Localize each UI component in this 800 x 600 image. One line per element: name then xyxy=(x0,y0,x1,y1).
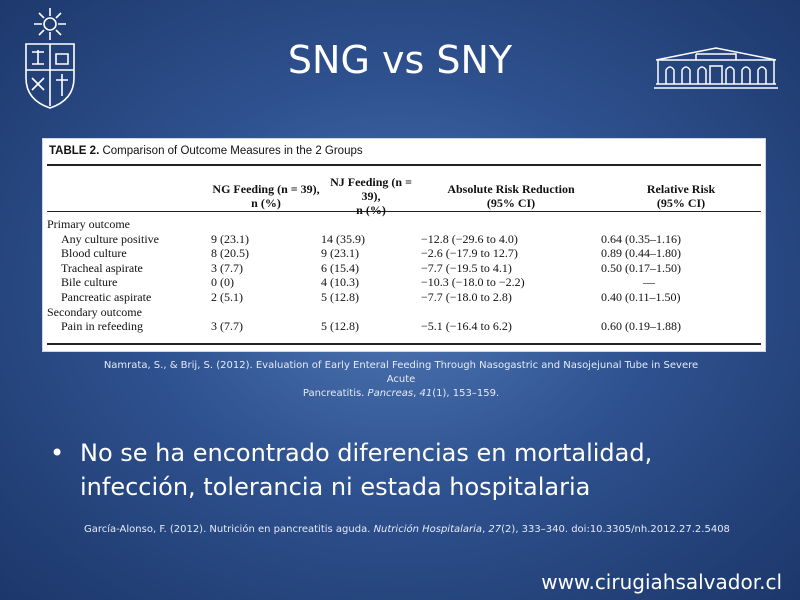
cell-rr: 0.60 (0.19–1.88) xyxy=(601,319,681,334)
header-nj-line2: n (%) xyxy=(356,203,386,217)
citation2-post: (2), 333–340. doi:10.3305/nh.2012.27.2.5… xyxy=(501,524,730,535)
table-row: Tracheal aspirate 3 (7.7) 6 (15.4) −7.7 … xyxy=(47,261,761,276)
header-relative-risk: Relative Risk (95% CI) xyxy=(601,175,761,217)
university-crest-icon xyxy=(25,8,75,109)
cell-nj xyxy=(321,305,421,320)
row-label: Secondary outcome xyxy=(47,304,142,319)
cell-rr xyxy=(601,305,761,320)
cell-arr: −5.1 (−16.4 to 6.2) xyxy=(421,319,512,334)
citation-line2-pre: Pancreatitis. xyxy=(302,388,368,399)
cell-arr: −10.3 (−18.0 to −2.2) xyxy=(421,275,525,290)
cell-ng: 0 (0) xyxy=(211,275,234,290)
header-ng-feeding: NG Feeding (n = 39), n (%) xyxy=(211,175,321,217)
header-ng-line1: NG Feeding (n = 39), xyxy=(212,182,320,196)
header-arr-line1: Absolute Risk Reduction xyxy=(447,182,575,196)
citation-line2-post: (1), 153–159. xyxy=(432,388,500,399)
header-arr-line2: (95% CI) xyxy=(486,196,536,210)
outcome-table-image: TABLE 2. Comparison of Outcome Measures … xyxy=(42,138,766,352)
row-label: Bile culture xyxy=(61,275,118,290)
footer-url: www.cirugiahsalvador.cl xyxy=(541,570,782,594)
citation-garcia: García-Alonso, F. (2012). Nutrición en p… xyxy=(84,524,774,535)
citation-line1: Namrata, S., & Brij, S. (2012). Evaluati… xyxy=(103,360,699,385)
header-rr-line1: Relative Risk xyxy=(646,182,716,196)
cell-ng: 9 (23.1) xyxy=(211,231,249,246)
row-label: Pain in refeeding xyxy=(61,319,143,334)
cell-rr: 0.64 (0.35–1.16) xyxy=(601,231,681,246)
table-header-rule xyxy=(47,211,761,212)
cell-rr xyxy=(601,217,761,232)
citation-journal: Pancreas xyxy=(367,388,414,399)
citation-namrata: Namrata, S., & Brij, S. (2012). Evaluati… xyxy=(90,359,712,401)
table-caption-text: Comparison of Outcome Measures in the 2 … xyxy=(102,145,363,157)
header-outcome xyxy=(47,175,211,217)
cell-nj: 14 (35.9) xyxy=(321,231,365,246)
cell-ng: 3 (7.7) xyxy=(211,260,243,275)
citation2-sep: , xyxy=(482,524,489,535)
row-label: Pancreatic aspirate xyxy=(61,289,152,304)
header-nj-line1: NJ Feeding (n = 39), xyxy=(330,175,412,203)
table-top-rule xyxy=(47,164,761,166)
citation2-journal: Nutrición Hospitalaria xyxy=(373,524,483,535)
cell-nj: 4 (10.3) xyxy=(321,275,359,290)
table-row: Secondary outcome xyxy=(47,305,761,320)
citation2-volume: 27 xyxy=(488,524,502,535)
cell-nj: 9 (23.1) xyxy=(321,246,359,261)
cell-nj: 5 (12.8) xyxy=(321,319,359,334)
cell-ng xyxy=(211,217,321,232)
cell-arr: −12.8 (−29.6 to 4.0) xyxy=(421,231,518,246)
citation-sep: , xyxy=(413,388,420,399)
cell-arr: −2.6 (−17.9 to 12.7) xyxy=(421,246,518,261)
cell-ng: 3 (7.7) xyxy=(211,319,243,334)
slide-title: SNG vs SNY xyxy=(287,38,513,82)
header-nj-feeding: NJ Feeding (n = 39), n (%) xyxy=(321,175,421,217)
table-row: Blood culture 8 (20.5) 9 (23.1) −2.6 (−1… xyxy=(47,246,761,261)
cell-nj xyxy=(321,217,421,232)
cell-arr xyxy=(421,305,601,320)
cell-nj: 6 (15.4) xyxy=(321,260,359,275)
header-ng-line2: n (%) xyxy=(251,196,281,210)
citation2-pre: García-Alonso, F. (2012). Nutrición en p… xyxy=(84,524,374,535)
hospital-building-icon xyxy=(654,47,778,89)
cell-rr: — xyxy=(643,275,655,290)
table-row: Any culture positive 9 (23.1) 14 (35.9) … xyxy=(47,232,761,247)
bullet-marker: • xyxy=(50,439,65,467)
row-label: Primary outcome xyxy=(47,217,130,231)
outcome-table: NG Feeding (n = 39), n (%) NJ Feeding (n… xyxy=(47,175,761,334)
row-label: Tracheal aspirate xyxy=(61,260,143,275)
cell-rr: 0.40 (0.11–1.50) xyxy=(601,289,681,304)
row-label: Blood culture xyxy=(61,246,127,261)
cell-rr: 0.50 (0.17–1.50) xyxy=(601,260,681,275)
table-row: Pain in refeeding 3 (7.7) 5 (12.8) −5.1 … xyxy=(47,319,761,334)
cell-ng xyxy=(211,305,321,320)
bullet-text: No se ha encontrado diferencias en morta… xyxy=(80,439,653,501)
table-caption-label: TABLE 2. xyxy=(49,145,100,157)
row-label: Any culture positive xyxy=(61,231,159,246)
header-absolute-risk: Absolute Risk Reduction (95% CI) xyxy=(421,175,601,217)
cell-arr: −7.7 (−18.0 to 2.8) xyxy=(421,289,512,304)
cell-nj: 5 (12.8) xyxy=(321,289,359,304)
table-header-row: NG Feeding (n = 39), n (%) NJ Feeding (n… xyxy=(47,175,761,217)
cell-ng: 8 (20.5) xyxy=(211,246,249,261)
cell-ng: 2 (5.1) xyxy=(211,289,243,304)
cell-arr: −7.7 (−19.5 to 4.1) xyxy=(421,260,512,275)
cell-arr xyxy=(421,217,601,232)
header-rr-line2: (95% CI) xyxy=(656,196,706,210)
table-bottom-rule xyxy=(47,343,761,345)
table-row: Pancreatic aspirate 2 (5.1) 5 (12.8) −7.… xyxy=(47,290,761,305)
table-caption: TABLE 2. Comparison of Outcome Measures … xyxy=(49,145,363,157)
cell-rr: 0.89 (0.44–1.80) xyxy=(601,246,681,261)
citation-volume: 41 xyxy=(419,388,433,399)
table-row: Bile culture 0 (0) 4 (10.3) −10.3 (−18.0… xyxy=(47,275,761,290)
table-row: Primary outcome xyxy=(47,217,761,232)
